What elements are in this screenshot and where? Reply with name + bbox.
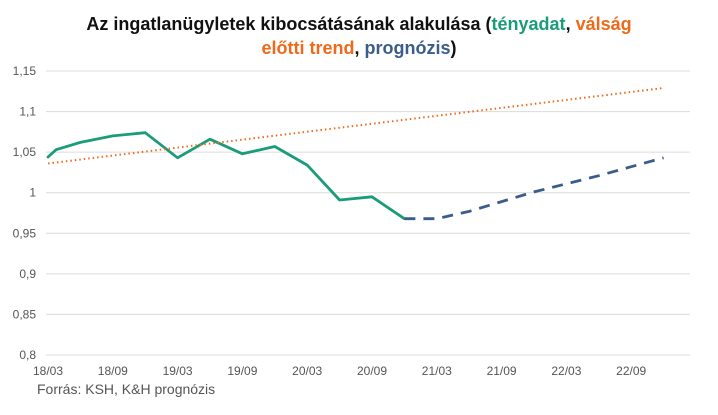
- y-tick-label: 1: [29, 186, 36, 200]
- series-line-forecast: [404, 156, 664, 221]
- y-tick-label: 0,85: [13, 307, 37, 321]
- y-tick-label: 0,9: [19, 267, 36, 281]
- x-tick-label: 21/03: [422, 364, 452, 378]
- title-line-2: előtti trend, prognózis): [0, 36, 718, 60]
- title-forecast: prognózis: [364, 38, 451, 58]
- title-line-1: Az ingatlanügyletek kibocsátásának alaku…: [0, 12, 718, 36]
- chart-title: Az ingatlanügyletek kibocsátásának alaku…: [0, 12, 718, 60]
- x-tick-label: 21/09: [487, 364, 517, 378]
- y-tick-label: 1,1: [19, 105, 36, 119]
- series-lines: [46, 87, 664, 221]
- title-trend-2: előtti trend: [261, 38, 355, 58]
- x-tick-label: 20/03: [292, 364, 322, 378]
- x-tick-label: 22/09: [616, 364, 646, 378]
- y-tick-label: 1,05: [13, 145, 37, 159]
- title-sep-1: ,: [565, 14, 576, 34]
- y-tick-label: 0,95: [13, 226, 37, 240]
- title-main: Az ingatlanügyletek kibocsátásának alaku…: [86, 14, 492, 34]
- y-axis-ticks: 1,15 1,1 1,05 1 0,95 0,9 0,85 0,8: [13, 64, 37, 362]
- source-note: Forrás: KSH, K&H prognózis: [37, 381, 216, 397]
- x-tick-label: 18/03: [33, 364, 63, 378]
- x-tick-label: 18/09: [98, 364, 128, 378]
- x-tick-label: 20/09: [357, 364, 387, 378]
- y-tick-label: 1,15: [13, 64, 37, 78]
- gridlines: [46, 70, 690, 356]
- title-actual: tényadat: [491, 14, 566, 34]
- x-axis-ticks: 18/03 18/09 19/03 19/09 20/03 20/09 21/03 21/09…: [33, 364, 647, 378]
- y-tick-label: 0,8: [19, 348, 36, 362]
- x-tick-label: 22/03: [551, 364, 581, 378]
- title-close: ): [450, 38, 457, 58]
- title-trend-1: válság: [575, 14, 632, 34]
- series-line-actual: [46, 131, 406, 221]
- title-sep-2: ,: [354, 38, 365, 58]
- x-tick-label: 19/09: [227, 364, 257, 378]
- x-tick-label: 19/03: [163, 364, 193, 378]
